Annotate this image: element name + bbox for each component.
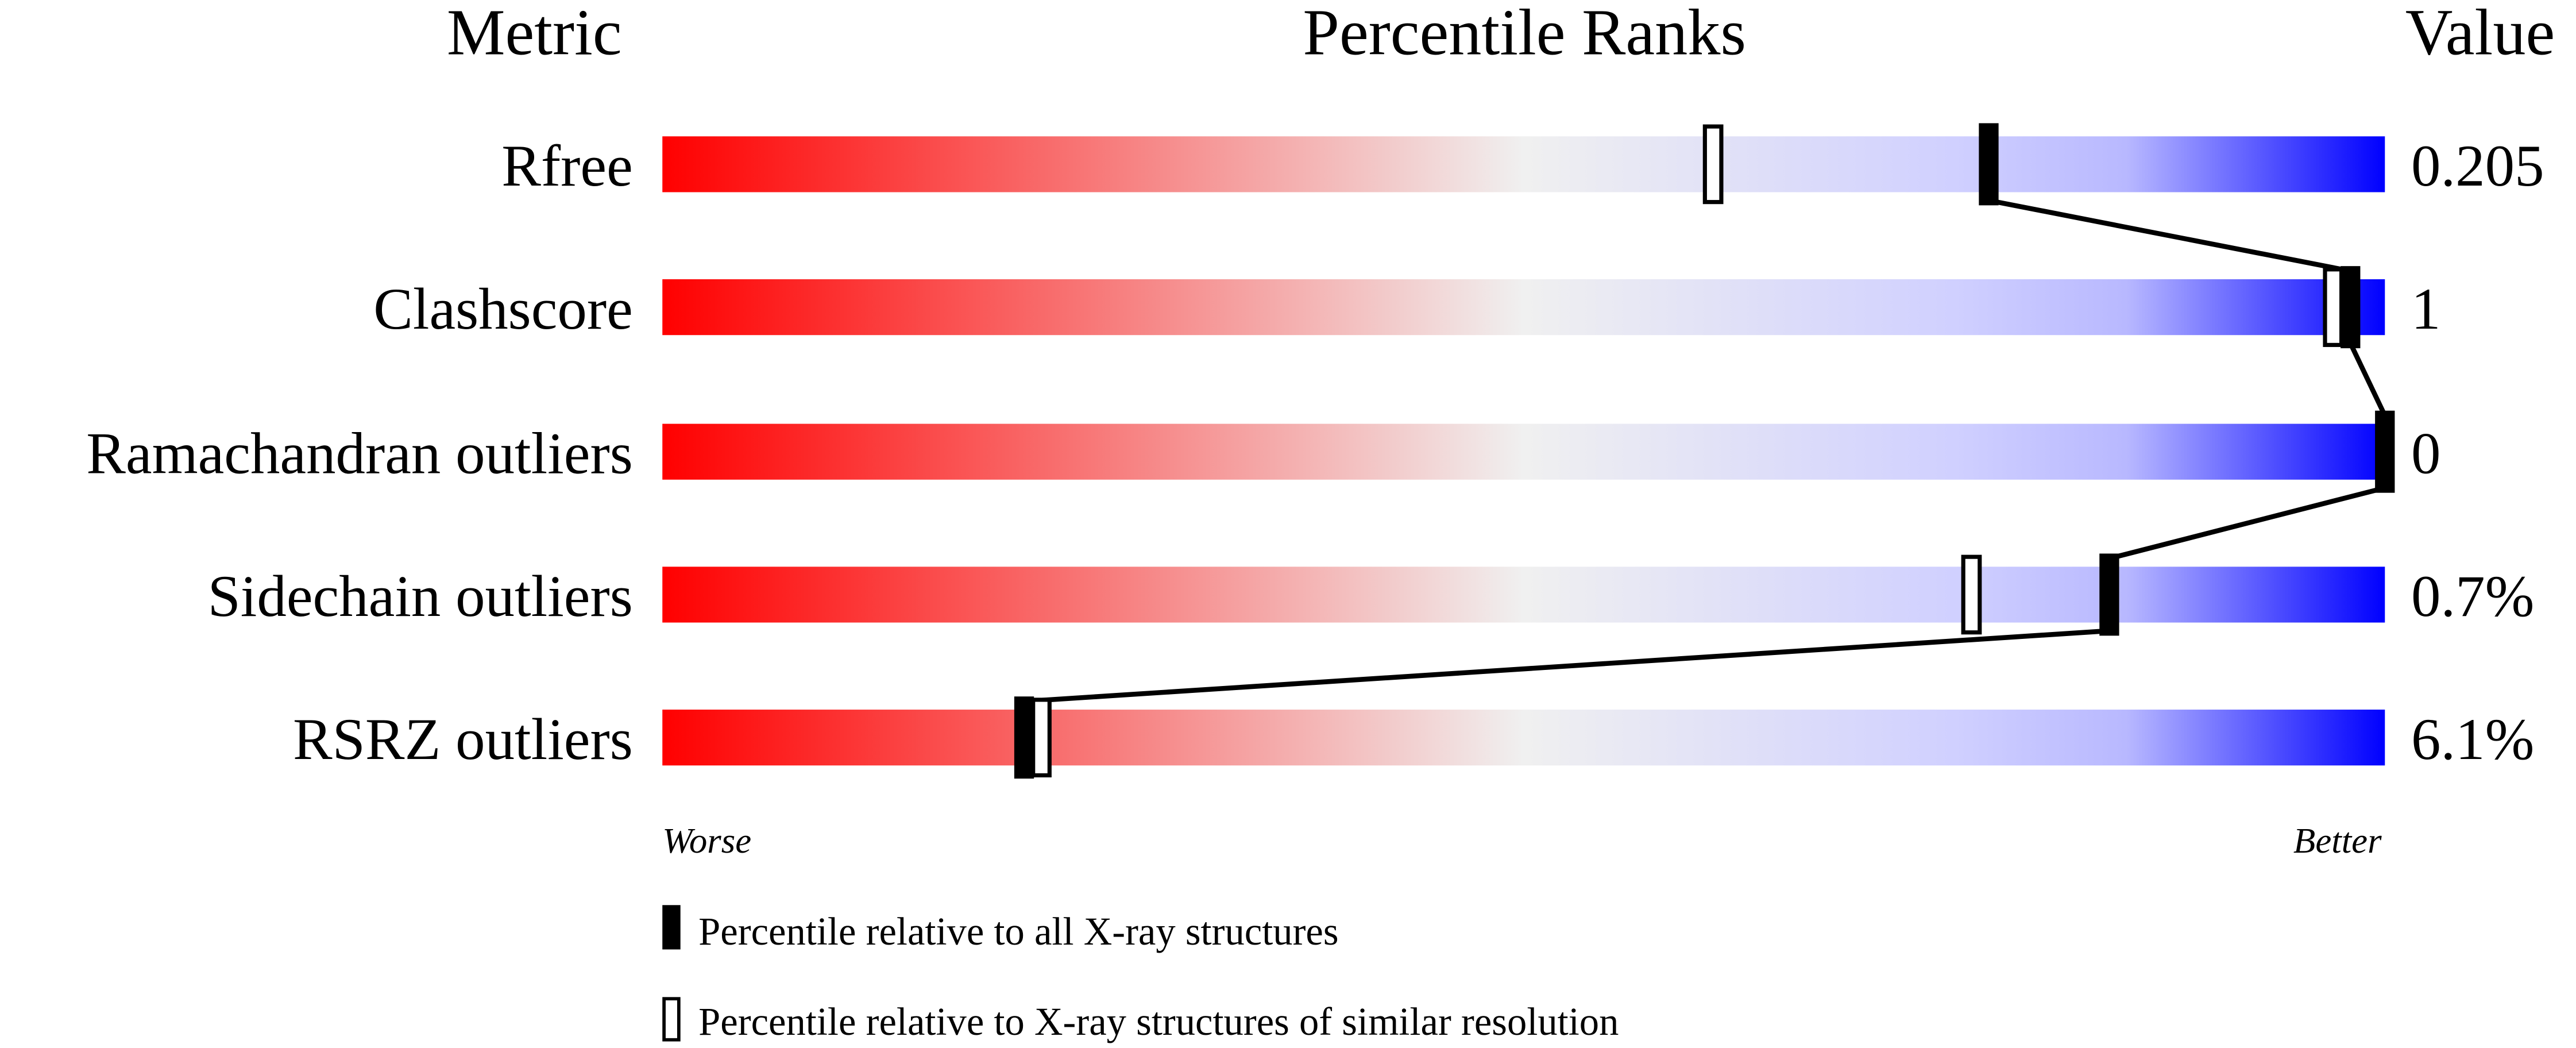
axis-label-worse: Worse [662,820,751,861]
percentile-bar [662,136,2385,192]
similar-resolution-marker [1702,124,1724,205]
metric-value: 0 [2411,421,2440,486]
similar-resolution-marker [1961,554,1982,635]
metric-value: 6.1% [2411,707,2534,772]
metric-label: Clashscore [373,276,633,342]
percentile-bar [662,710,2385,766]
metric-value: 0.7% [2411,564,2534,629]
metric-value: 0.205 [2411,133,2544,199]
metric-value: 1 [2411,276,2440,342]
legend-label-similar: Percentile relative to X-ray structures … [698,1000,1619,1043]
header-value: Value [2405,0,2555,68]
similar-resolution-marker [1031,698,1052,777]
metric-label: Rfree [501,133,633,199]
all-structures-marker [2099,553,2119,636]
similar-resolution-marker [2323,267,2344,347]
percentile-bar [662,423,2385,480]
metric-label: Ramachandran outliers [86,421,633,486]
axis-label-better: Better [2293,820,2382,861]
percentile-bar [662,567,2385,623]
all-structures-marker [2375,410,2395,493]
header-percentile-ranks: Percentile Ranks [1303,0,1746,68]
header-metric: Metric [447,0,622,68]
percentile-bar [662,279,2385,336]
connector-line [2108,485,2386,561]
legend-filled-marker [662,905,681,950]
legend-open-marker [662,997,681,1042]
all-structures-marker [1979,123,1999,206]
legend-label-all: Percentile relative to all X-ray structu… [698,910,1338,953]
connector-line [1024,628,2110,704]
all-structures-marker [2341,266,2361,349]
metric-label: Sidechain outliers [208,564,633,629]
connector-line [1988,198,2351,273]
connector-line [2348,342,2388,417]
metric-label: RSRZ outliers [293,707,633,772]
all-structures-marker [1014,696,1034,779]
